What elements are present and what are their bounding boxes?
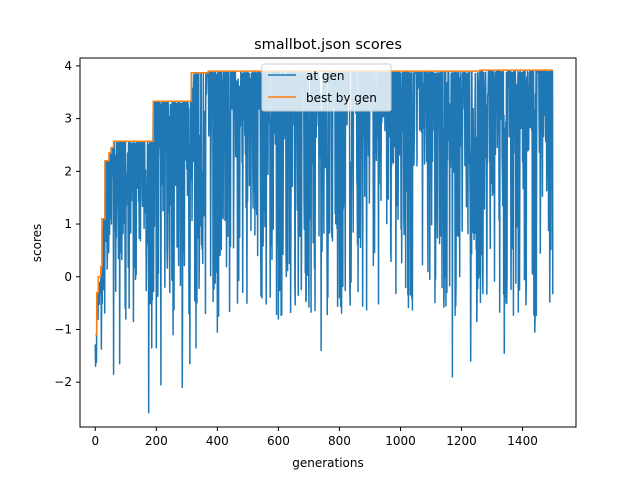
series-line-at-gen xyxy=(94,69,554,414)
y-tick-label: −1 xyxy=(54,322,72,336)
axes-frame xyxy=(79,57,577,428)
chart-title: smallbot.json scores xyxy=(254,37,402,53)
x-axis-label: generations xyxy=(292,456,364,470)
plot-area xyxy=(94,69,554,414)
x-tick-label: 1400 xyxy=(507,434,538,448)
legend-label-at-gen: at gen xyxy=(306,69,344,83)
x-tick-label: 0 xyxy=(91,434,99,448)
y-tick-label: 1 xyxy=(64,217,72,231)
y-tick-label: 4 xyxy=(64,59,72,73)
series-line-best-by-gen xyxy=(95,69,553,336)
x-tick-label: 600 xyxy=(267,434,290,448)
y-tick-label: −2 xyxy=(54,375,72,389)
y-tick-label: 3 xyxy=(64,112,72,126)
x-tick-label: 400 xyxy=(206,434,229,448)
y-tick-label: 0 xyxy=(64,270,72,284)
legend: at gen best by gen xyxy=(261,63,392,112)
x-tick-label: 800 xyxy=(328,434,351,448)
x-tick-label: 1000 xyxy=(385,434,416,448)
x-tick-label: 1200 xyxy=(446,434,477,448)
legend-label-best-by-gen: best by gen xyxy=(306,91,377,105)
x-axis: 0 200 400 600 800 1000 1200 1400 xyxy=(91,427,538,448)
y-axis: −2 −1 0 1 2 3 4 xyxy=(54,59,80,389)
x-tick-label: 200 xyxy=(145,434,168,448)
y-tick-label: 2 xyxy=(64,164,72,178)
y-axis-label: scores xyxy=(30,224,44,263)
